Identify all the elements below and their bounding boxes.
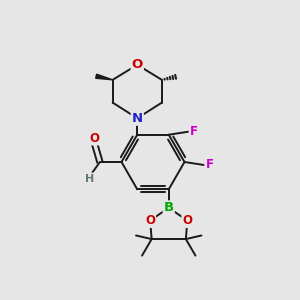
Text: O: O (182, 214, 192, 227)
Text: F: F (206, 158, 213, 172)
Text: N: N (132, 112, 143, 125)
Text: F: F (190, 125, 198, 138)
Text: B: B (164, 201, 174, 214)
Text: O: O (145, 214, 155, 227)
Polygon shape (96, 74, 113, 80)
Text: O: O (132, 58, 143, 71)
Text: O: O (89, 131, 100, 145)
Text: H: H (85, 173, 94, 184)
